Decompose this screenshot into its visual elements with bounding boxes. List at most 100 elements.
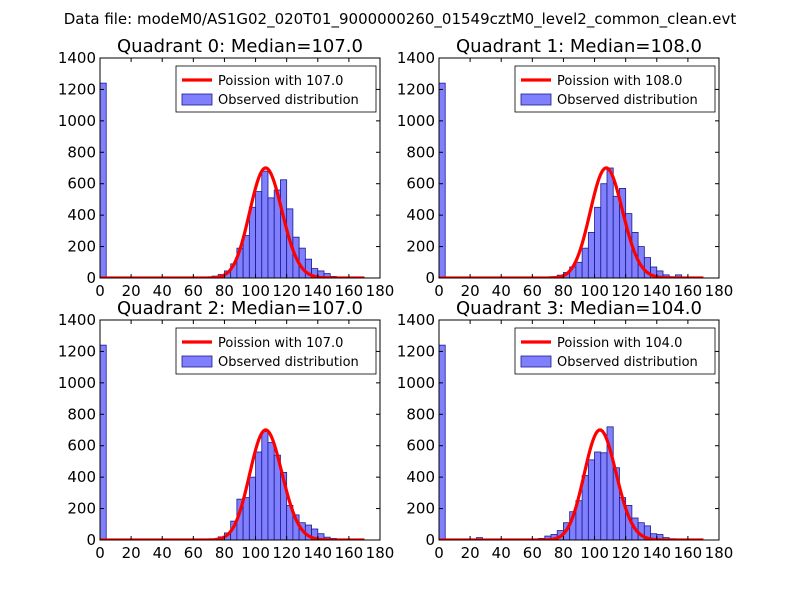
- y-tick-label: 1400: [58, 49, 96, 67]
- histogram-bar: [267, 197, 275, 278]
- axes-frame: [438, 57, 720, 279]
- histogram-bar: [594, 206, 602, 278]
- y-tick-label: 400: [67, 468, 96, 486]
- y-tick-label: 1400: [397, 49, 435, 67]
- y-tick-label: 1000: [397, 112, 435, 130]
- x-tick-label: 60: [523, 282, 542, 300]
- y-tick-label: 1400: [397, 311, 435, 329]
- figure-suptitle: Data file: modeM0/AS1G02_020T01_90000002…: [64, 10, 737, 29]
- legend-bar-swatch: [181, 93, 213, 106]
- y-tick-label: 1200: [58, 80, 96, 98]
- y-tick-label: 1000: [58, 374, 96, 392]
- x-tick-label: 120: [272, 282, 301, 300]
- y-tick-label: 600: [67, 437, 96, 455]
- y-tick-label: 600: [406, 175, 435, 193]
- x-tick-label: 180: [705, 282, 734, 300]
- y-tick-label: 1200: [397, 342, 435, 360]
- x-tick-label: 80: [215, 282, 234, 300]
- histogram-bar: [261, 170, 269, 278]
- legend: Poission with 107.0 Observed distribution: [175, 327, 377, 375]
- y-tick-label: 0: [86, 269, 96, 287]
- histogram-bar: [267, 442, 275, 540]
- y-tick-label: 800: [67, 143, 96, 161]
- quadrant-2-panel: Quadrant 2: Median=107.00 20 40 60 80 100 120 1…: [58, 298, 395, 562]
- x-tick-label: 60: [184, 282, 203, 300]
- y-tick-label: 200: [67, 500, 96, 518]
- histogram-bar: [439, 344, 446, 540]
- y-tick-label: 400: [67, 206, 96, 224]
- y-tick-label: 200: [406, 500, 435, 518]
- poisson-curve: [439, 166, 704, 278]
- x-tick-label: 160: [674, 282, 703, 300]
- plot-area: [100, 82, 365, 278]
- x-tick-label: 0: [95, 544, 105, 562]
- plot-area: [100, 344, 365, 540]
- x-tick-label: 160: [335, 282, 364, 300]
- histogram-bar: [242, 497, 250, 540]
- histogram-bar: [323, 273, 331, 278]
- y-tick-label: 600: [67, 175, 96, 193]
- histogram-bar: [587, 232, 595, 278]
- legend-label: Observed distribution: [218, 93, 359, 108]
- legend-label: Poission with 107.0: [218, 336, 343, 351]
- legend-label: Poission with 107.0: [218, 74, 343, 89]
- legend-bar-swatch: [520, 93, 552, 106]
- plot-area: [439, 82, 704, 278]
- x-tick-label: 140: [303, 282, 332, 300]
- x-tick-label: 60: [523, 544, 542, 562]
- y-tick-label: 0: [86, 531, 96, 549]
- histogram-bar: [606, 167, 614, 278]
- x-tick-label: 80: [554, 282, 573, 300]
- legend-label: Observed distribution: [218, 355, 359, 370]
- legend-bar-swatch: [520, 355, 552, 368]
- x-tick-label: 80: [215, 544, 234, 562]
- x-tick-label: 100: [580, 282, 609, 300]
- histogram-bar: [248, 206, 256, 278]
- legend-label: Poission with 108.0: [557, 74, 682, 89]
- histogram-bar: [248, 476, 256, 540]
- histogram-bar: [587, 459, 595, 540]
- histogram-bar: [581, 247, 589, 278]
- quadrant-3-panel: Quadrant 3: Median=104.00 20 40 60 80 100 120 1…: [397, 298, 734, 562]
- x-tick-label: 120: [272, 544, 301, 562]
- y-tick-label: 200: [67, 238, 96, 256]
- legend: Poission with 108.0 Observed distribution: [514, 65, 716, 113]
- panel-title: Quadrant 2: Median=107.0: [117, 298, 363, 319]
- y-tick-label: 0: [425, 531, 435, 549]
- y-tick-label: 400: [406, 468, 435, 486]
- x-tick-label: 40: [153, 544, 172, 562]
- y-tick-label: 800: [67, 405, 96, 423]
- poisson-curve: [439, 428, 704, 540]
- legend-bar-swatch: [181, 355, 213, 368]
- x-tick-label: 160: [674, 544, 703, 562]
- y-tick-label: 800: [406, 405, 435, 423]
- x-tick-label: 20: [122, 282, 141, 300]
- histogram-bar: [100, 82, 107, 278]
- x-tick-label: 180: [366, 282, 395, 300]
- panels: Quadrant 0: Median=107.00 20 40 60 80 100 120 1…: [58, 36, 734, 562]
- y-tick-label: 1200: [58, 342, 96, 360]
- histogram-bar: [594, 451, 602, 540]
- axes-frame: [99, 319, 381, 541]
- histogram-bar: [261, 431, 269, 540]
- x-tick-label: 100: [241, 282, 270, 300]
- x-tick-label: 120: [611, 282, 640, 300]
- x-tick-label: 100: [241, 544, 270, 562]
- poisson-curve: [100, 428, 365, 540]
- axes-frame: [438, 319, 720, 541]
- y-tick-label: 400: [406, 206, 435, 224]
- axes-frame: [99, 57, 381, 279]
- x-tick-label: 20: [461, 282, 480, 300]
- x-tick-label: 160: [335, 544, 364, 562]
- y-tick-label: 200: [406, 238, 435, 256]
- y-tick-label: 1400: [58, 311, 96, 329]
- y-tick-label: 1000: [58, 112, 96, 130]
- legend: Poission with 104.0 Observed distribution: [514, 327, 716, 375]
- histogram-bar: [255, 191, 263, 278]
- histogram-bar: [100, 344, 107, 540]
- legend-label: Observed distribution: [557, 93, 698, 108]
- y-tick-label: 600: [406, 437, 435, 455]
- x-tick-label: 140: [642, 282, 671, 300]
- x-tick-label: 40: [492, 544, 511, 562]
- y-tick-label: 1200: [397, 80, 435, 98]
